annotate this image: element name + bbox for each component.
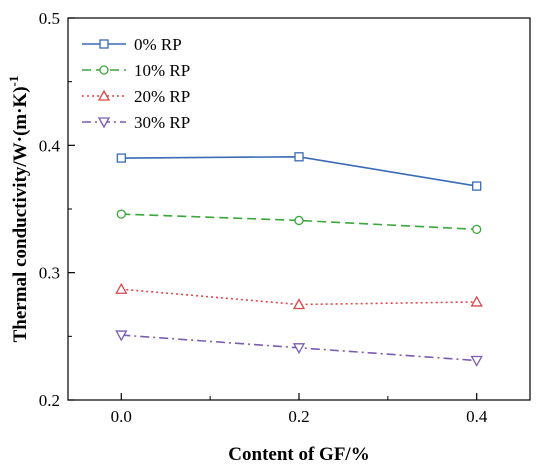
series-line: [121, 288, 477, 306]
data-point: [116, 209, 126, 219]
data-point: [115, 330, 128, 342]
series-line: [121, 213, 477, 231]
y-axis-title-main: Thermal conductivity/W·(m·K): [10, 86, 31, 342]
series-1: [116, 209, 482, 235]
legend-marker: [99, 39, 109, 49]
y-tick-label: 0.4: [39, 136, 61, 155]
y-tick-label: 0.5: [39, 9, 60, 28]
axis-ticks: 0.0 0.2 0.4 0.2 0.3 0.4 0.5: [39, 9, 488, 426]
legend-item: 10% RP: [82, 61, 190, 80]
series-0: [116, 152, 482, 191]
data-point: [292, 298, 306, 310]
legend-marker: [97, 89, 111, 101]
legend-item: 30% RP: [82, 113, 190, 132]
y-tick-label: 0.2: [39, 391, 60, 410]
data-point: [470, 355, 483, 367]
series-3: [115, 330, 483, 367]
legend-item: 0% RP: [82, 35, 182, 54]
data-point: [472, 224, 482, 235]
y-tick-label: 0.3: [39, 264, 60, 283]
data-point: [292, 343, 306, 355]
legend-label: 20% RP: [134, 87, 190, 106]
x-tick-label: 0.2: [288, 407, 309, 426]
data-point: [115, 282, 128, 294]
legend-marker: [97, 117, 111, 129]
data-point: [470, 295, 483, 307]
data-point: [294, 215, 304, 226]
data-point: [294, 152, 304, 162]
series-layer: [115, 152, 483, 367]
x-tick-label: 0.4: [466, 407, 488, 426]
legend: 0% RP 10% RP 20% RP 30% RP: [82, 35, 190, 132]
data-point: [472, 181, 482, 191]
series-2: [115, 282, 483, 310]
data-point: [116, 153, 126, 163]
legend-label: 10% RP: [134, 61, 190, 80]
legend-label: 30% RP: [134, 113, 190, 132]
legend-item: 20% RP: [82, 87, 190, 106]
legend-label: 0% RP: [134, 35, 182, 54]
y-axis-title: Thermal conductivity/W·(m·K)-1: [6, 76, 31, 343]
x-axis-title: Content of GF/%: [228, 444, 369, 465]
legend-marker: [99, 65, 109, 75]
x-tick-label: 0.0: [111, 407, 132, 426]
y-axis-title-superscript: -1: [6, 76, 21, 87]
